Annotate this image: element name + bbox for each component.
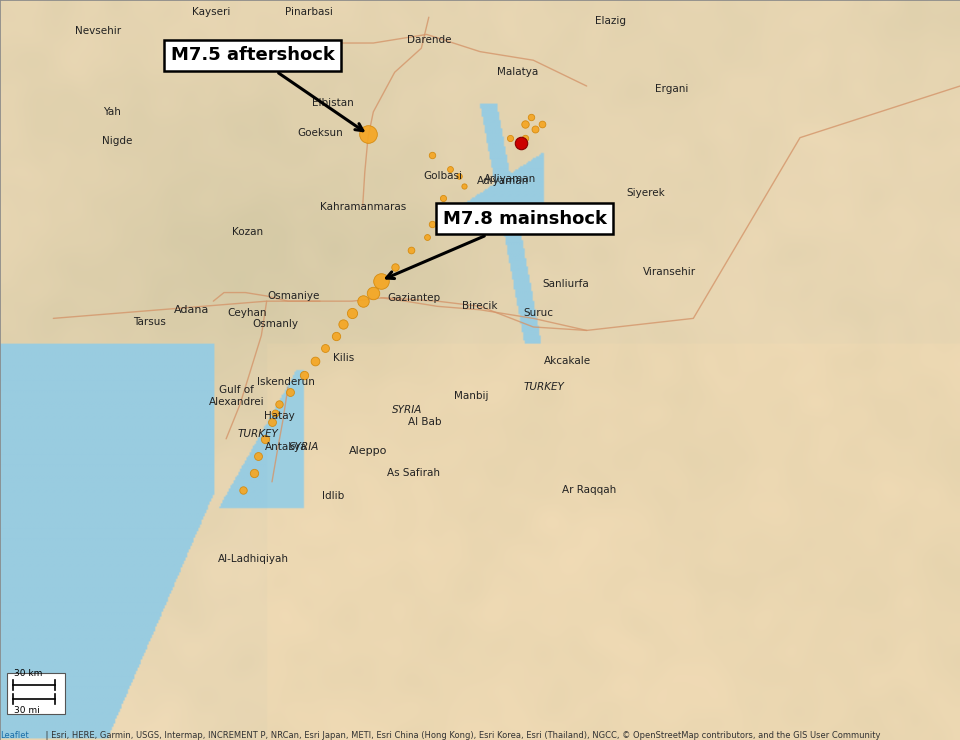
Point [513,137,528,149]
Text: Kayseri: Kayseri [192,7,230,17]
Text: Golbasi: Golbasi [423,170,462,181]
Point [528,123,543,135]
Text: Gaziantep: Gaziantep [387,293,441,303]
Text: Yah: Yah [103,107,121,117]
Text: 30 mi: 30 mi [13,705,39,715]
Point [307,355,323,367]
Text: Goeksun: Goeksun [298,127,343,138]
Point [443,163,458,175]
Text: Darende: Darende [406,35,451,44]
Point [235,485,251,497]
Point [328,329,344,341]
Text: Gulf of
Alexandrei: Gulf of Alexandrei [209,385,265,406]
Point [246,468,261,480]
Text: Leaflet: Leaflet [0,731,29,740]
Point [387,260,402,272]
Point [424,218,440,229]
Point [373,275,389,286]
Point [523,111,539,123]
Text: Sanliurfa: Sanliurfa [542,279,588,289]
Text: Ar Raqqah: Ar Raqqah [562,485,616,496]
Text: SYRIA: SYRIA [393,405,422,414]
Point [272,399,287,411]
Point [517,132,533,144]
Text: Adiyaman: Adiyaman [484,174,536,184]
FancyBboxPatch shape [8,673,65,714]
Text: Idlib: Idlib [322,491,344,501]
Point [419,232,434,243]
Text: TURKEY: TURKEY [238,428,278,439]
Point [268,407,283,419]
Point [282,386,298,398]
Point [403,243,419,255]
Point [534,118,549,130]
Point [297,369,312,381]
Text: Kozan: Kozan [232,227,263,238]
Text: Aleppo: Aleppo [348,446,387,456]
Point [451,169,467,181]
Point [355,295,371,307]
Point [251,450,266,462]
Point [502,132,517,144]
Point [257,433,273,445]
Point [360,128,375,140]
Text: Kilis: Kilis [333,353,354,363]
Text: Nevsehir: Nevsehir [75,26,121,36]
Text: Ceyhan: Ceyhan [228,308,267,318]
Text: Malatya: Malatya [496,67,538,77]
Text: | Esri, HERE, Garmin, USGS, Intermap, INCREMENT P, NRCan, Esri Japan, METI, Esri: | Esri, HERE, Garmin, USGS, Intermap, IN… [43,731,880,740]
Text: Osmanly: Osmanly [252,318,299,329]
Text: Kahramanmaras: Kahramanmaras [320,201,406,212]
Text: Adiyaman: Adiyaman [477,175,530,186]
Text: Suruc: Suruc [523,308,554,318]
Text: Iskenderun: Iskenderun [257,377,315,387]
Text: As Safirah: As Safirah [388,468,441,478]
Text: Manbij: Manbij [454,391,489,401]
Point [435,192,450,204]
Point [264,416,279,428]
Point [456,180,471,192]
Text: TURKEY: TURKEY [523,382,564,392]
Point [336,317,351,329]
Text: Pinarbasi: Pinarbasi [285,7,333,17]
Text: Siyerek: Siyerek [626,188,664,198]
Text: Osmaniye: Osmaniye [267,291,320,301]
Text: Nigde: Nigde [102,136,132,146]
Point [424,149,440,161]
Text: M7.8 mainshock: M7.8 mainshock [387,209,607,278]
Point [517,118,533,130]
Text: Adana: Adana [175,305,209,314]
Text: Birecik: Birecik [463,301,497,312]
Text: Antakya: Antakya [265,443,307,452]
Text: M7.5 aftershock: M7.5 aftershock [171,46,363,131]
Text: Hatay: Hatay [264,411,295,422]
Point [345,307,360,319]
Text: SYRIA: SYRIA [289,443,319,452]
Text: Elbistan: Elbistan [312,98,353,108]
Point [441,204,456,216]
Text: Al Bab: Al Bab [408,417,442,427]
Point [366,286,381,298]
Text: Al-Ladhiqiyah: Al-Ladhiqiyah [218,554,289,565]
Text: 30 km: 30 km [13,669,42,678]
Point [318,342,333,354]
Text: Viransehir: Viransehir [643,267,696,277]
Text: Akcakale: Akcakale [544,357,591,366]
Text: Elazig: Elazig [594,16,626,26]
Text: Ergani: Ergani [656,84,688,95]
Text: Tarsus: Tarsus [132,317,166,327]
